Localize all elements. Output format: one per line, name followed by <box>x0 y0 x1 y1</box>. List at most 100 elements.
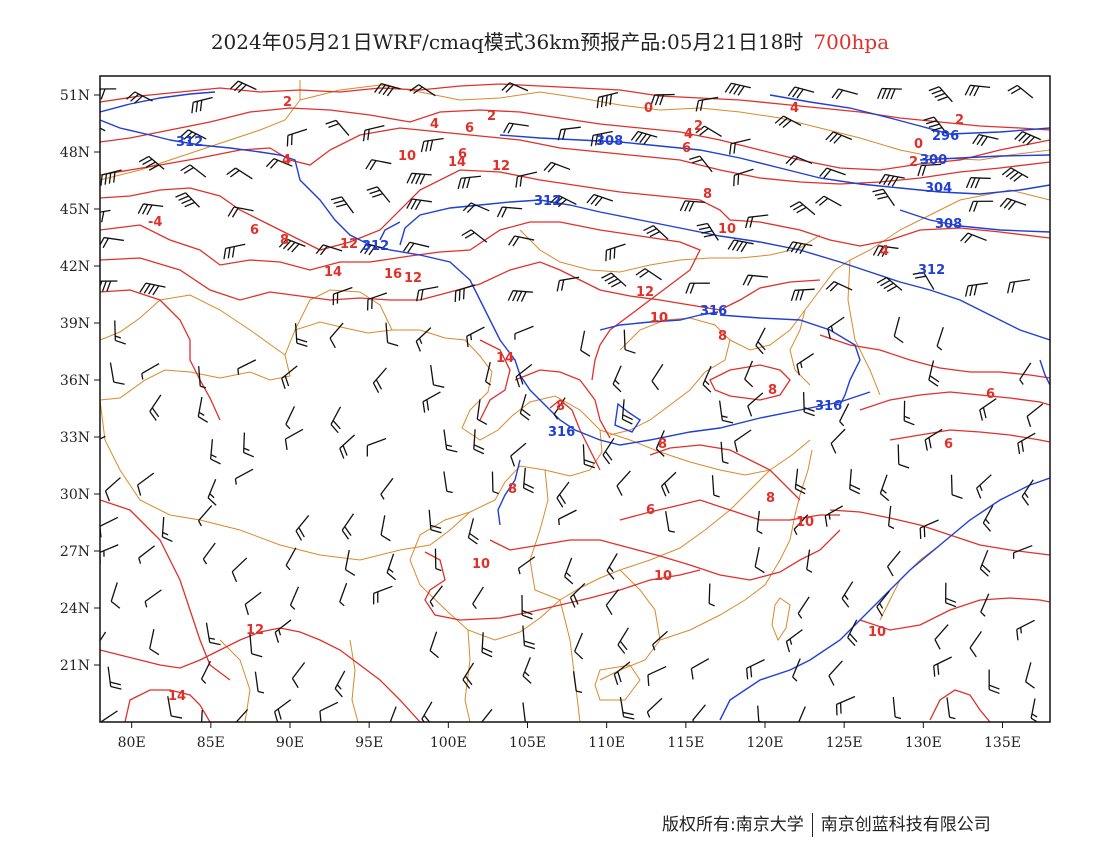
wind-barb <box>1007 84 1034 99</box>
lat-label: 24N <box>60 601 90 617</box>
wind-barb <box>179 129 207 142</box>
wind-barb <box>409 84 436 97</box>
wind-barb <box>1030 698 1039 722</box>
wind-barb <box>646 697 663 718</box>
wind-barb <box>824 505 843 527</box>
wind-barb <box>207 478 217 506</box>
temperature-label: 8 <box>703 187 712 202</box>
wind-barb <box>580 330 591 357</box>
wind-barb <box>421 701 433 722</box>
lon-label: 100E <box>430 735 467 751</box>
wind-barb <box>191 96 213 114</box>
lon-label: 120E <box>747 735 784 751</box>
height-label: 312 <box>534 194 561 209</box>
temperature-label: 12 <box>636 285 654 300</box>
wind-barb <box>359 243 387 256</box>
temperature-label: 4 <box>790 101 799 116</box>
wind-barb <box>960 232 987 244</box>
wind-barb <box>329 322 344 349</box>
wind-barb <box>107 666 122 690</box>
wind-barb <box>161 516 173 543</box>
temperature-label: 10 <box>650 311 668 326</box>
height-label: 308 <box>596 134 623 149</box>
temperature-label: 4 <box>880 244 889 259</box>
wind-barb <box>365 159 392 171</box>
wind-barb <box>385 322 399 347</box>
title-main: 2024年05月21日WRF/cmaq模式36km预报产品:05月21日18时 <box>210 30 804 54</box>
wind-barb <box>415 327 432 352</box>
temperature-label: 14 <box>448 155 466 170</box>
temperature-label: 8 <box>556 399 565 414</box>
lon-label: 80E <box>118 735 146 751</box>
wind-barb <box>621 399 633 425</box>
wind-barb <box>563 557 574 585</box>
wind-barb <box>602 437 615 465</box>
wind-barb <box>229 80 257 93</box>
wind-barb <box>605 589 620 615</box>
wind-barb <box>660 471 677 497</box>
wind-barb <box>461 229 488 243</box>
wind-barb <box>590 130 613 147</box>
height-labels: 312 312 308 312 316 316 316 296 300 304 … <box>176 129 962 440</box>
wind-barb <box>617 627 629 654</box>
wind-barb <box>557 509 577 526</box>
wind-barb <box>695 96 719 112</box>
wind-barb <box>556 276 580 292</box>
wind-barb <box>454 284 476 302</box>
wind-barb <box>574 632 584 660</box>
wind-barb <box>988 669 1000 695</box>
wind-barb <box>104 477 121 502</box>
wind-barb <box>332 286 353 306</box>
wind-barb <box>796 352 814 376</box>
wind-barb <box>727 239 754 253</box>
wind-barb <box>1019 362 1032 385</box>
wind-barb <box>139 282 166 296</box>
wind-barb <box>284 428 304 451</box>
wind-barb <box>197 505 213 527</box>
wind-barb <box>366 292 388 311</box>
wind-barb <box>109 362 125 385</box>
wind-barb <box>965 177 991 189</box>
wind-barb <box>167 696 183 719</box>
wind-barb <box>756 510 763 535</box>
wind-barb <box>623 329 636 354</box>
wind-barb <box>839 403 850 427</box>
lon-label: 125E <box>826 735 863 751</box>
wind-barb <box>476 399 488 425</box>
wind-barb <box>893 316 904 344</box>
lon-label: 105E <box>509 735 546 751</box>
footer-divider <box>811 813 813 837</box>
wind-barb <box>612 365 622 393</box>
footer-right: 南京创蓝科技有限公司 <box>820 815 991 835</box>
wind-barb <box>366 437 387 457</box>
wind-barb <box>806 549 813 573</box>
wind-barb <box>100 88 117 100</box>
wind-barb <box>786 241 813 255</box>
wind-barb <box>928 86 953 103</box>
wind-barb <box>137 203 164 216</box>
wind-barb <box>200 709 203 722</box>
wind-barb <box>819 167 846 179</box>
wind-barb <box>569 582 586 608</box>
wind-barb <box>501 82 529 93</box>
temperature-label: 6 <box>944 437 953 452</box>
wind-barb <box>227 206 254 218</box>
wind-barb <box>792 658 801 682</box>
wind-barb <box>774 115 802 128</box>
wind-barb <box>969 631 982 658</box>
wind-barb <box>507 290 533 302</box>
wind-barb <box>522 625 536 650</box>
wind-barb <box>655 430 665 457</box>
wind-barb <box>344 549 356 576</box>
temperature-label: 14 <box>324 265 342 280</box>
wind-barb <box>386 553 397 581</box>
lat-label: 51N <box>60 88 90 104</box>
temperature-label: 8 <box>508 482 517 497</box>
wind-barb <box>244 591 262 616</box>
wind-barb <box>1025 662 1035 689</box>
wind-barb <box>606 553 618 580</box>
temperature-label: 12 <box>404 271 422 286</box>
wind-barb <box>1001 167 1029 182</box>
temperature-label: 10 <box>868 625 886 640</box>
wind-barb <box>273 699 292 722</box>
